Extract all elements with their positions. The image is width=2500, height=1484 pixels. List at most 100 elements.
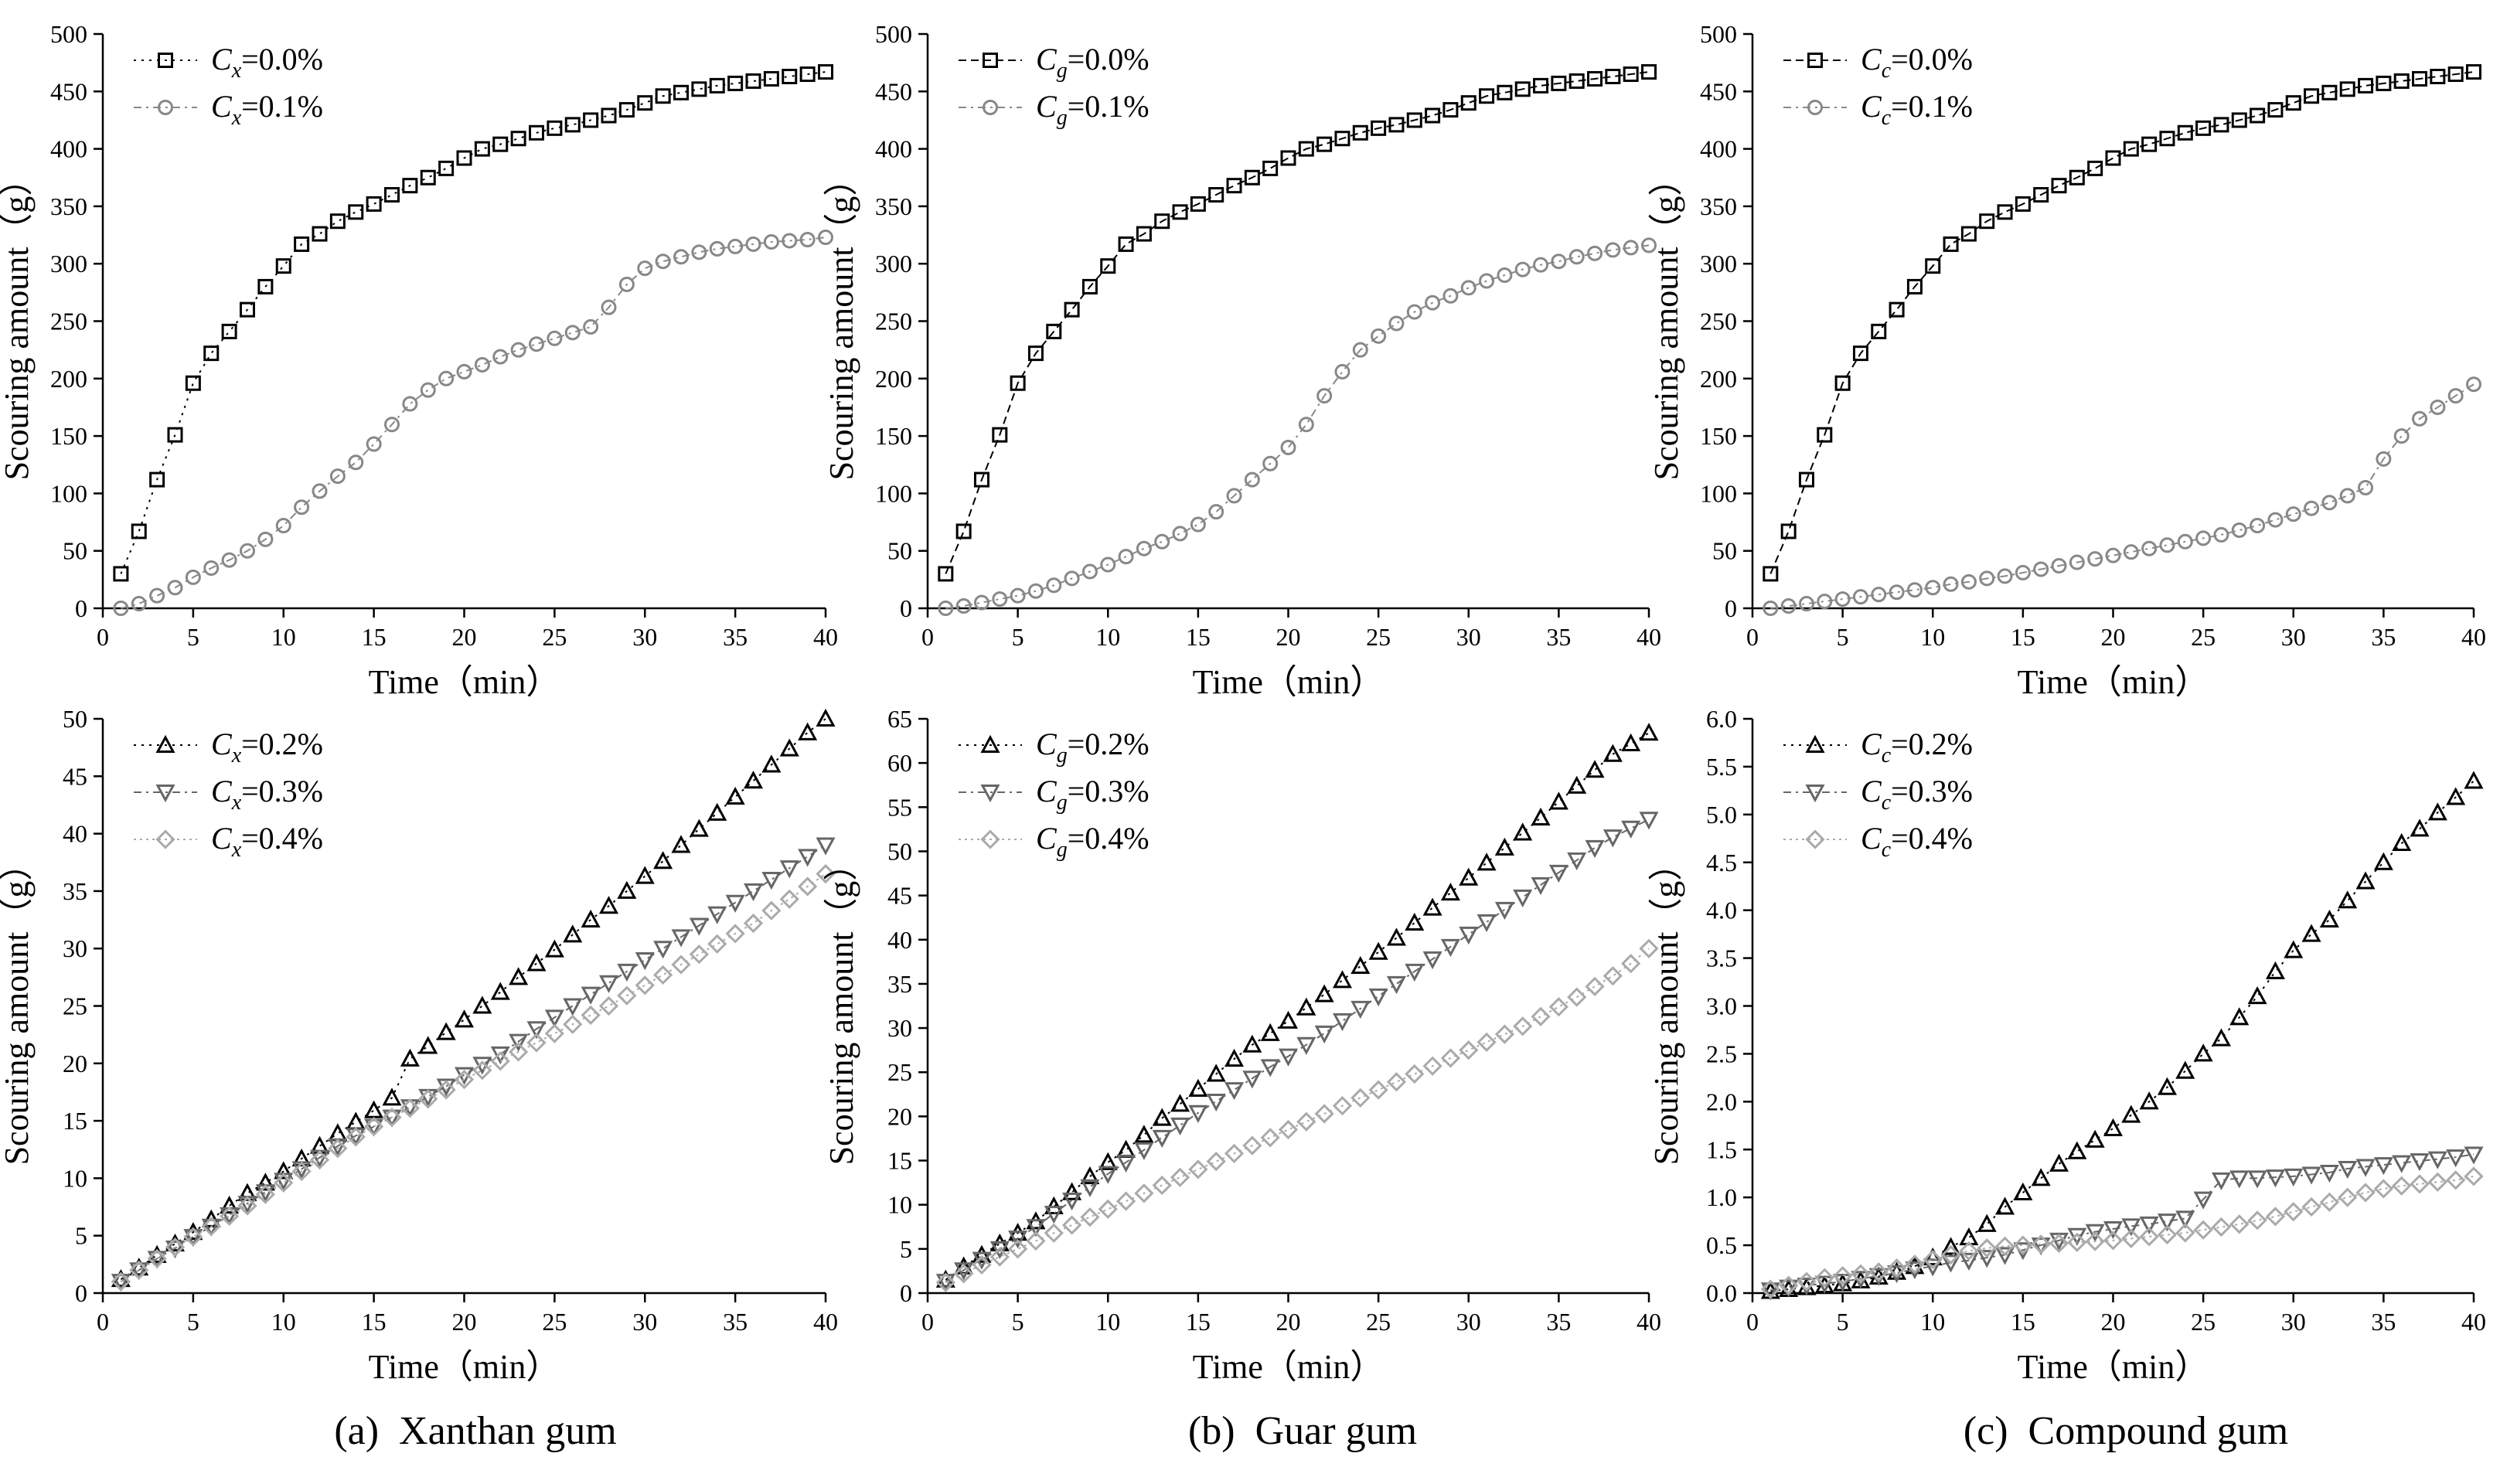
- data-point: [438, 160, 455, 176]
- data-point: [131, 596, 147, 612]
- data-point: [312, 483, 328, 499]
- data-point: [456, 363, 472, 380]
- series-line: [1770, 383, 2474, 609]
- data-point: [617, 880, 637, 899]
- data-point: [2267, 512, 2284, 528]
- data-point: [816, 837, 836, 856]
- legend-symbol: C: [211, 821, 233, 856]
- y-tick-label: 0: [900, 1279, 912, 1307]
- x-tick-label: 30: [2281, 1308, 2306, 1336]
- data-point: [329, 213, 346, 230]
- data-point: [689, 917, 709, 936]
- data-point: [366, 436, 382, 452]
- legend-subscript: g: [1057, 59, 1068, 83]
- x-tick-label: 30: [632, 1308, 657, 1336]
- data-point: [454, 1069, 475, 1090]
- y-tick-label: 200: [50, 365, 87, 393]
- legend-marker: [155, 785, 175, 803]
- data-point: [1405, 1064, 1425, 1084]
- data-point: [799, 66, 816, 83]
- legend-value: =0.2%: [241, 727, 323, 761]
- data-point: [2373, 852, 2393, 870]
- caption-guar-gum: (b) Guar gum: [1187, 1409, 1418, 1453]
- data-point: [2121, 1218, 2141, 1237]
- data-point: [221, 323, 237, 339]
- data-point: [1817, 594, 1833, 610]
- data-point: [1081, 563, 1098, 580]
- data-point: [1997, 204, 2013, 220]
- legend-subscript: g: [1057, 744, 1068, 768]
- data-point: [1280, 150, 1296, 166]
- data-point: [935, 1272, 955, 1292]
- data-point: [1925, 580, 1941, 596]
- data-point: [2087, 160, 2103, 176]
- data-point: [818, 64, 833, 80]
- x-tick-label: 0: [97, 1308, 109, 1336]
- y-tick-label: 10: [63, 1164, 87, 1192]
- data-point: [2139, 1091, 2159, 1110]
- y-tick-label: 40: [63, 820, 87, 848]
- x-tick-label: 20: [2101, 1308, 2126, 1336]
- data-point: [2393, 73, 2410, 89]
- data-point: [1425, 107, 1441, 124]
- data-point: [761, 900, 782, 921]
- data-point: [1116, 1154, 1136, 1173]
- data-point: [637, 95, 653, 111]
- data-point: [1943, 576, 1959, 592]
- data-point: [2321, 495, 2338, 511]
- data-point: [1152, 1129, 1172, 1148]
- data-point: [509, 1033, 529, 1052]
- data-point: [220, 1207, 240, 1226]
- y-tick-label: 45: [887, 882, 912, 910]
- data-point: [1100, 556, 1116, 573]
- series-line: [120, 71, 826, 574]
- data-point: [707, 802, 727, 821]
- data-point: [989, 1247, 1010, 1267]
- data-point: [420, 169, 436, 186]
- data-point: [2159, 537, 2175, 553]
- data-point: [1442, 288, 1459, 304]
- y-tick-label: 0.5: [1706, 1231, 1737, 1259]
- data-point: [1314, 1104, 1334, 1124]
- legend-symbol: C: [1861, 774, 1882, 808]
- data-point: [492, 136, 509, 152]
- data-point: [1134, 1142, 1154, 1160]
- data-point: [763, 233, 779, 250]
- data-point: [167, 580, 183, 596]
- data-point: [1046, 323, 1062, 339]
- data-point: [490, 1046, 510, 1065]
- data-point: [1995, 1196, 2015, 1215]
- y-tick-label: 400: [1700, 135, 1737, 163]
- data-point: [490, 1051, 510, 1071]
- data-point: [2177, 533, 2193, 550]
- data-point: [2085, 1231, 2105, 1251]
- data-point: [2412, 410, 2428, 427]
- legend-marker: [983, 100, 998, 115]
- legend-subscript: g: [1057, 791, 1068, 815]
- data-point: [761, 754, 782, 773]
- series-line: [1770, 780, 2474, 1292]
- data-point: [2446, 787, 2466, 805]
- data-point: [2392, 832, 2412, 851]
- legend-marker: [983, 53, 998, 68]
- data-point: [294, 499, 310, 516]
- data-point: [1244, 471, 1260, 488]
- data-point: [1008, 1239, 1028, 1259]
- series-Cx=0.2%: [111, 708, 836, 1288]
- data-point: [1568, 249, 1585, 265]
- data-point: [1833, 1274, 1853, 1292]
- x-tick-label: 10: [271, 623, 296, 651]
- x-tick-label: 40: [1637, 623, 1661, 651]
- data-point: [2213, 526, 2229, 543]
- legend-subscript: c: [1882, 791, 1892, 815]
- data-point: [1852, 589, 1868, 605]
- data-point: [1368, 988, 1388, 1007]
- y-tick-label: 1.0: [1706, 1183, 1737, 1211]
- data-point: [1298, 417, 1314, 433]
- data-point: [2338, 890, 2358, 909]
- data-point: [1641, 237, 1657, 254]
- data-point: [1923, 1247, 1943, 1266]
- data-point: [364, 1100, 384, 1118]
- data-point: [2139, 1227, 2159, 1247]
- data-point: [1172, 204, 1188, 220]
